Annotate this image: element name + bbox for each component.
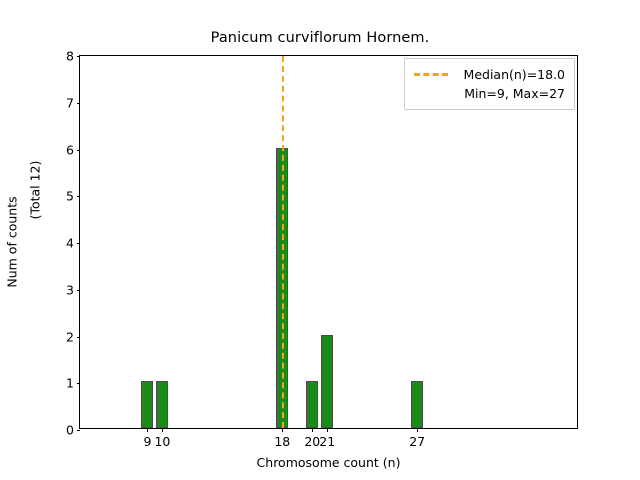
y-tick-mark xyxy=(76,336,80,338)
x-tick-label: 10 xyxy=(154,434,171,449)
y-tick-label: 5 xyxy=(66,188,74,204)
x-tick-label: 21 xyxy=(319,434,336,449)
y-tick-mark xyxy=(76,56,80,57)
x-tick-mark xyxy=(162,428,164,432)
plot-inner xyxy=(80,56,577,428)
dashed-line-icon xyxy=(414,73,448,76)
median-line xyxy=(282,56,285,428)
x-tick-mark xyxy=(327,428,329,432)
x-tick-mark xyxy=(417,428,419,432)
y-tick-label: 8 xyxy=(66,48,74,64)
plot-area: 0 1 2 3 4 5 6 7 8 9 10 18 20 21 27 xyxy=(66,49,578,449)
x-tick-label: 20 xyxy=(304,434,321,449)
y-axis-label-container: Num of counts xyxy=(0,55,24,429)
y-axis-total-label: (Total 12) xyxy=(27,160,43,220)
y-tick-label: 6 xyxy=(66,142,74,157)
legend-label-median: Median(n)=18.0 xyxy=(463,67,565,82)
bar xyxy=(276,147,289,428)
bar xyxy=(306,381,319,428)
legend-label-minmax: Min=9, Max=27 xyxy=(464,86,565,101)
y-tick-mark xyxy=(76,243,80,244)
y-tick-label: 3 xyxy=(66,282,74,298)
y-tick-label: 1 xyxy=(66,375,74,391)
y-tick-mark xyxy=(76,430,80,431)
chart-legend: Median(n)=18.0 Min=9, Max=27 xyxy=(404,58,575,110)
y-axis-total-label-container: (Total 12) xyxy=(24,55,46,429)
legend-item-median: Median(n)=18.0 xyxy=(414,65,565,84)
bar xyxy=(321,334,334,428)
x-tick-label: 18 xyxy=(274,434,291,449)
y-tick-mark xyxy=(76,149,80,151)
legend-item-minmax: Min=9, Max=27 xyxy=(414,84,565,103)
y-tick-mark xyxy=(76,383,80,385)
y-axis-label: Num of counts xyxy=(4,196,20,288)
x-tick-mark xyxy=(147,428,149,432)
x-tick-label: 27 xyxy=(409,434,426,449)
y-tick-mark xyxy=(76,289,80,291)
page-title: Panicum curviflorum Hornem. xyxy=(210,30,430,46)
bar xyxy=(156,381,169,428)
x-tick-mark xyxy=(282,428,284,432)
bar xyxy=(141,381,154,428)
bar xyxy=(411,381,424,428)
x-axis-label: Chromosome count (n) xyxy=(256,455,401,470)
y-tick-mark xyxy=(76,102,80,104)
y-tick-mark xyxy=(76,196,80,198)
x-tick-mark xyxy=(312,428,314,432)
y-tick-label: 0 xyxy=(66,422,74,438)
y-tick-label: 7 xyxy=(66,95,74,111)
y-tick-label: 2 xyxy=(66,329,74,344)
y-tick-label: 4 xyxy=(66,235,74,251)
x-tick-label: 9 xyxy=(143,434,152,449)
